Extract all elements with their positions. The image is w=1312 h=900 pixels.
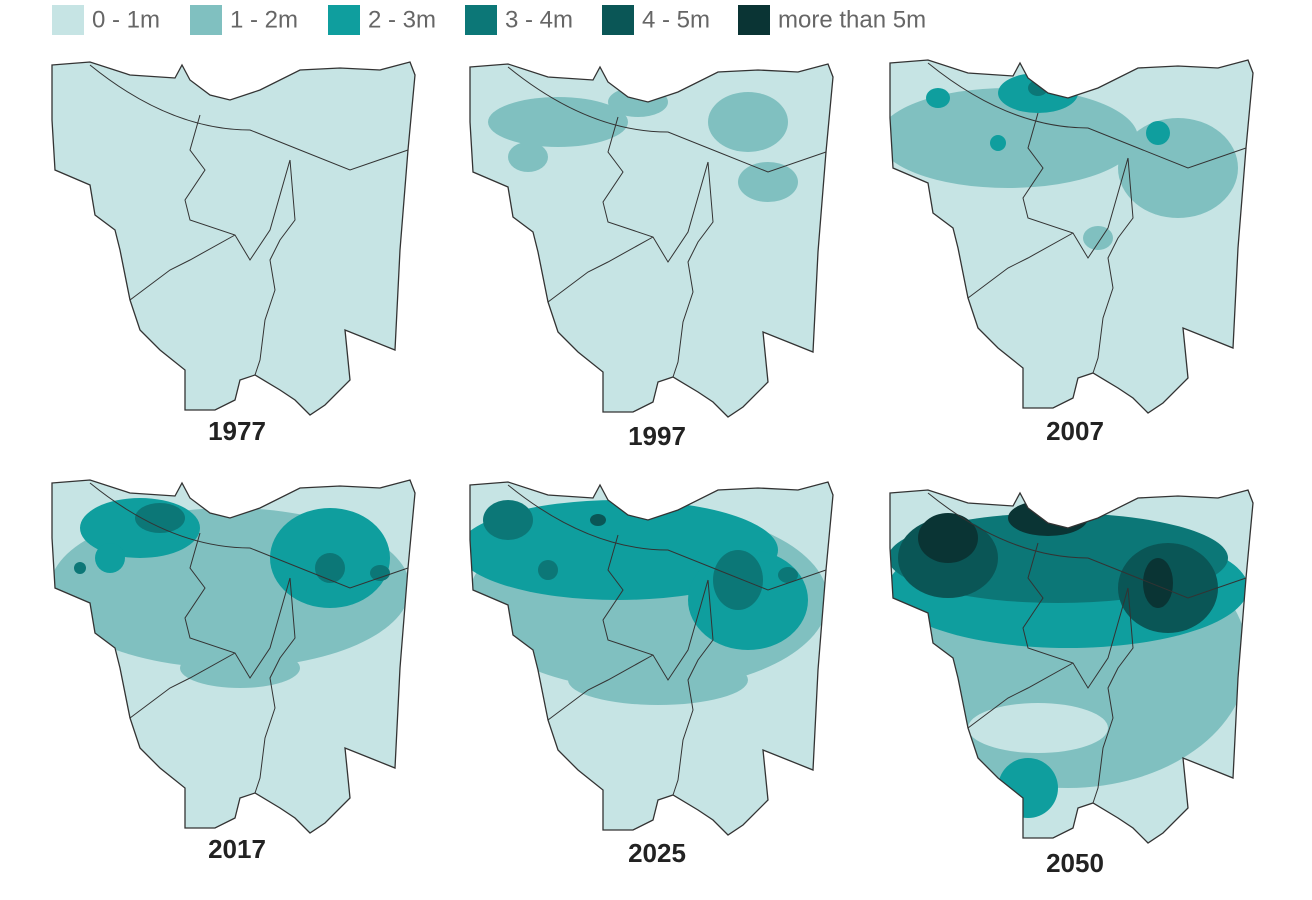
map-year: 2025 xyxy=(628,838,686,868)
subsidence-zone xyxy=(180,648,300,688)
subsidence-zone xyxy=(990,135,1006,151)
legend-label: more than 5m xyxy=(778,6,926,33)
legend-swatch xyxy=(465,5,497,35)
subsidence-zone xyxy=(918,513,978,563)
subsidence-zone xyxy=(708,92,788,152)
map-year: 2017 xyxy=(208,834,266,864)
subsidence-zone xyxy=(135,503,185,533)
map-year: 2007 xyxy=(1046,416,1104,446)
legend-swatch xyxy=(738,5,770,35)
subsidence-zone xyxy=(1143,558,1173,608)
subsidence-zone xyxy=(890,88,1138,188)
map-panel xyxy=(889,59,1254,414)
subsidence-zone xyxy=(998,758,1058,818)
subsidence-zone xyxy=(926,88,950,108)
subsidence-zone xyxy=(738,162,798,202)
subsidence-zone xyxy=(1146,121,1170,145)
map-panel xyxy=(469,481,834,836)
subsidence-zone xyxy=(315,553,345,583)
legend-swatch xyxy=(190,5,222,35)
district-borders xyxy=(89,482,409,794)
subsidence-zone xyxy=(74,562,86,574)
subsidence-zone xyxy=(1008,500,1088,536)
maps: 1977 1997 2007 2017 2025 2050 xyxy=(51,59,1254,878)
region-base xyxy=(52,62,415,415)
subsidence-zone xyxy=(95,543,125,573)
legend: 0 - 1m 1 - 2m 2 - 3m 3 - 4m 4 - 5m more than … xyxy=(52,5,926,35)
subsidence-zone xyxy=(778,567,798,583)
subsidence-zone xyxy=(1028,80,1048,96)
map-year: 2050 xyxy=(1046,848,1104,878)
subsidence-zone xyxy=(608,87,668,117)
district-borders xyxy=(89,64,409,376)
map-year: 1977 xyxy=(208,416,266,446)
district-borders xyxy=(507,484,827,796)
subsidence-zone xyxy=(590,514,606,526)
legend-swatch xyxy=(52,5,84,35)
subsidence-zone xyxy=(488,97,628,147)
legend-swatch xyxy=(328,5,360,35)
subsidence-zone xyxy=(1118,118,1238,218)
legend-label: 0 - 1m xyxy=(92,6,160,33)
legend-label: 3 - 4m xyxy=(505,6,573,33)
map-panel xyxy=(51,61,416,416)
legend-label: 4 - 5m xyxy=(642,6,710,33)
district-borders xyxy=(927,492,1247,804)
district-borders xyxy=(507,66,827,378)
map-year: 1997 xyxy=(628,421,686,451)
legend-swatch xyxy=(602,5,634,35)
map-panel xyxy=(51,479,416,834)
subsidence-zone xyxy=(370,565,390,581)
district-borders xyxy=(927,62,1247,374)
subsidence-zone xyxy=(483,500,533,540)
subsidence-zone xyxy=(1083,226,1113,250)
subsidence-zone xyxy=(968,703,1108,753)
subsidence-zone xyxy=(538,560,558,580)
subsidence-zone xyxy=(508,142,548,172)
legend-label: 1 - 2m xyxy=(230,6,298,33)
legend-label: 2 - 3m xyxy=(368,6,436,33)
subsidence-zone xyxy=(713,550,763,610)
subsidence-zone xyxy=(568,655,748,705)
map-panel xyxy=(889,489,1254,844)
map-panel xyxy=(469,63,834,418)
